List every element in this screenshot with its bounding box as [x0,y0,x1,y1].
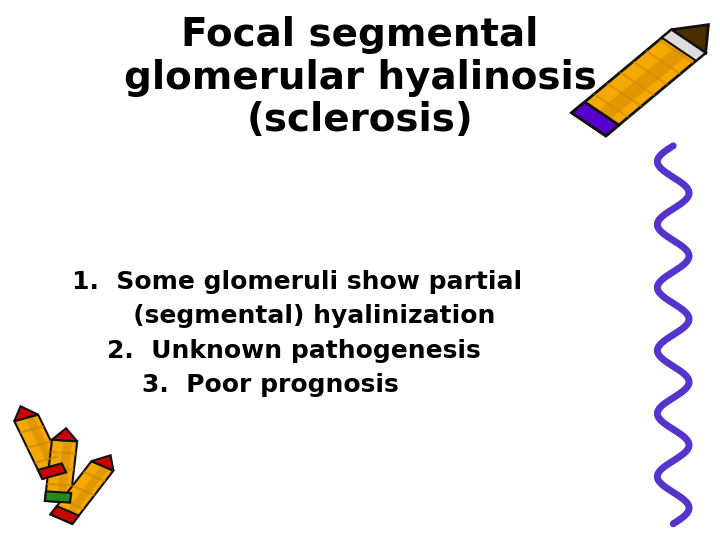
Polygon shape [45,491,71,503]
Text: 1.  Some glomeruli show partial
       (segmental) hyalinization
    2.  Unknown: 1. Some glomeruli show partial (segmenta… [72,270,522,397]
Polygon shape [593,93,629,118]
Polygon shape [56,441,72,502]
Text: Focal segmental
glomerular hyalinosis
(sclerosis): Focal segmental glomerular hyalinosis (s… [124,16,596,139]
Polygon shape [25,416,61,476]
Polygon shape [52,428,77,441]
Polygon shape [662,30,706,61]
Polygon shape [47,483,72,487]
Polygon shape [14,406,38,421]
Polygon shape [671,25,708,53]
Polygon shape [50,461,113,524]
Polygon shape [45,440,77,503]
Polygon shape [50,506,78,524]
Polygon shape [61,498,84,510]
Polygon shape [60,465,109,522]
Polygon shape [606,83,642,107]
Polygon shape [658,39,694,64]
Polygon shape [50,451,76,455]
Polygon shape [38,463,66,479]
Polygon shape [645,50,681,75]
Polygon shape [91,455,113,471]
Polygon shape [619,72,655,96]
Polygon shape [27,440,52,449]
Polygon shape [572,102,619,136]
Polygon shape [14,415,66,479]
Polygon shape [632,61,668,85]
Polygon shape [83,471,106,482]
Polygon shape [585,39,697,130]
Polygon shape [48,467,74,471]
Polygon shape [34,455,59,464]
Polygon shape [19,425,44,434]
Polygon shape [572,30,706,136]
Polygon shape [72,485,95,496]
